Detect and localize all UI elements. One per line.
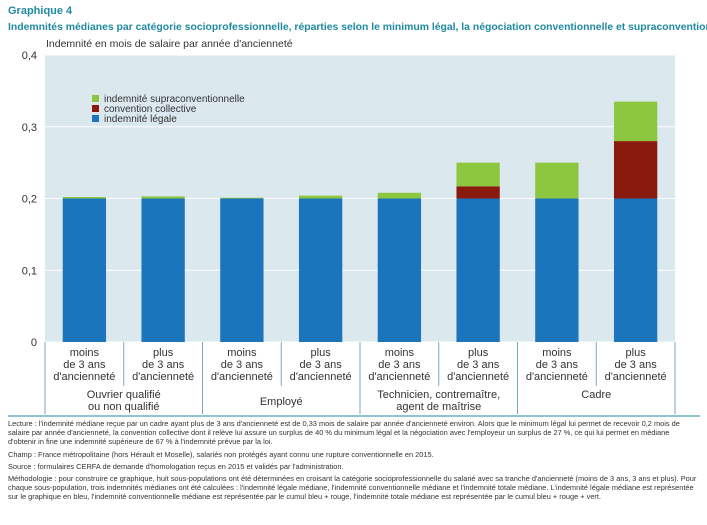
bar-segment: [298, 195, 343, 199]
x-tick-label: plus de 3 ans d'ancienneté: [289, 347, 352, 383]
x-tick-label: plus de 3 ans d'ancienneté: [447, 347, 510, 383]
chart: Graphique 4 Indemnités médianes par caté…: [8, 5, 707, 417]
bar-segment: [62, 198, 107, 342]
legend-label: convention collective: [104, 104, 197, 115]
x-tick-label: moins de 3 ans d'ancienneté: [53, 347, 116, 383]
bar-segment: [141, 198, 185, 342]
bar-segment: [141, 196, 185, 199]
bar-segment: [220, 197, 264, 199]
bar-segment: [377, 192, 422, 199]
bar-segment: [377, 198, 422, 342]
legend-swatch: [92, 105, 99, 112]
y-axis-label: Indemnité en mois de salaire par année d…: [46, 38, 293, 50]
y-tick-label: 0,3: [22, 122, 37, 134]
x-tick-label: moins de 3 ans d'ancienneté: [525, 347, 588, 383]
legend-label: indemnité supraconventionnelle: [104, 94, 245, 105]
note: Méthodologie : pour construire ce graphi…: [8, 474, 697, 502]
legend-label: indemnité légale: [104, 114, 177, 125]
group-label: Employé: [259, 396, 303, 408]
bar-segment: [298, 198, 343, 342]
bar-segment: [613, 198, 658, 342]
bar-segment: [613, 141, 658, 199]
note: Lecture : l'indemnité médiane reçue par …: [8, 419, 680, 447]
y-tick-label: 0,4: [22, 50, 37, 62]
bar-segment: [62, 197, 107, 199]
note: Source : formulaires CERFA de demande d'…: [8, 461, 344, 471]
bar-segment: [535, 162, 579, 199]
bar-segment: [535, 198, 579, 342]
bar-segment: [613, 101, 658, 142]
group-label: Ouvrier qualifié ou non qualifié: [86, 389, 161, 413]
x-tick-label: plus de 3 ans d'ancienneté: [604, 347, 667, 383]
x-tick-label: moins de 3 ans d'ancienneté: [210, 347, 273, 383]
legend-swatch: [92, 115, 99, 122]
bar-segment: [456, 162, 500, 187]
x-tick-label: moins de 3 ans d'ancienneté: [368, 347, 431, 383]
group-label: Technicien, contremaître, agent de maîtr…: [377, 389, 501, 413]
chart-title: Graphique 4: [8, 5, 73, 17]
bar-segment: [456, 186, 500, 199]
group-label: Cadre: [581, 389, 612, 401]
x-tick-label: plus de 3 ans d'ancienneté: [132, 347, 195, 383]
note: Champ : France métropolitaine (hors Héra…: [8, 449, 434, 459]
bar-segment: [220, 198, 264, 342]
y-tick-label: 0,1: [22, 265, 37, 277]
notes: Lecture : l'indemnité médiane reçue par …: [8, 419, 698, 505]
chart-subtitle: Indemnités médianes par catégorie sociop…: [8, 22, 707, 33]
legend-swatch: [92, 95, 99, 102]
bar-segment: [456, 198, 500, 342]
y-tick-label: 0,2: [22, 194, 37, 206]
y-tick-label: 0: [31, 337, 37, 349]
